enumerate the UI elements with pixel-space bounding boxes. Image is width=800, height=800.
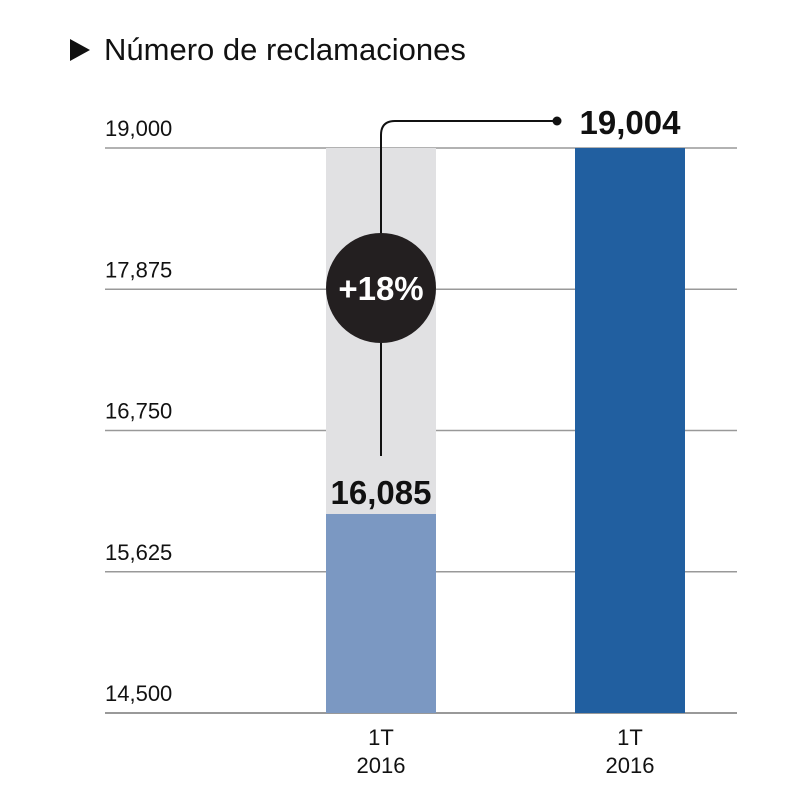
x-tick-label: 2016 <box>606 753 655 778</box>
chart-title-wrap: Número de reclamaciones <box>70 32 466 68</box>
y-tick-label: 17,875 <box>105 257 172 282</box>
y-tick-label: 19,000 <box>105 116 172 141</box>
y-tick-label: 14,500 <box>105 681 172 706</box>
change-label: +18% <box>338 270 423 307</box>
data-label: 19,004 <box>580 104 682 141</box>
x-tick-label: 2016 <box>357 753 406 778</box>
bar <box>575 148 685 713</box>
y-tick-label: 16,750 <box>105 399 172 424</box>
play-arrow-icon <box>70 39 90 61</box>
x-tick-label: 1T <box>617 725 643 750</box>
change-badge <box>326 233 436 343</box>
connector-end-dot <box>552 116 562 126</box>
bar <box>326 513 436 713</box>
y-tick-label: 15,625 <box>105 540 172 565</box>
change-connector-line <box>380 120 556 456</box>
data-label: 16,085 <box>331 474 432 511</box>
x-tick-label: 1T <box>368 725 394 750</box>
chart-title: Número de reclamaciones <box>104 32 466 67</box>
